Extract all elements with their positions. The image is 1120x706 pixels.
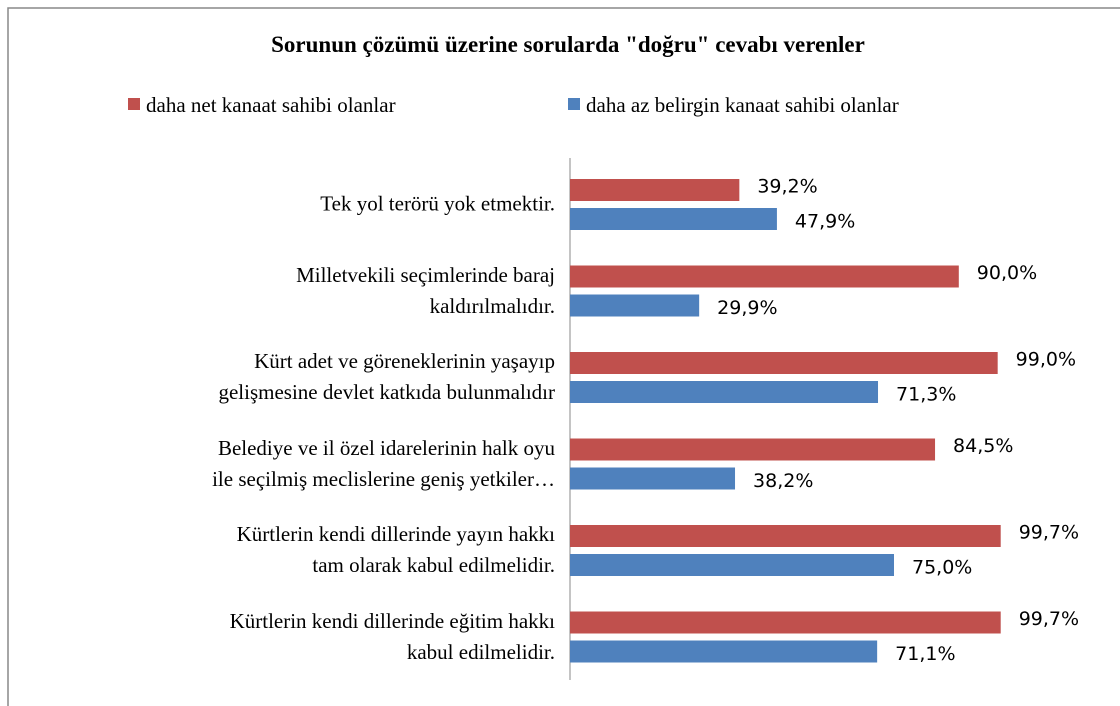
bar (570, 381, 879, 403)
bar (570, 352, 998, 374)
chart-frame (7, 7, 1120, 706)
value-label: 84,5% (953, 435, 1013, 457)
legend-label: daha net kanaat sahibi olanlar (146, 93, 396, 117)
value-label: 99,7% (1019, 608, 1079, 630)
legend-swatch (128, 98, 140, 110)
bar (570, 554, 894, 576)
value-label: 99,7% (1019, 522, 1079, 544)
value-label: 47,9% (795, 211, 855, 233)
bar (570, 467, 736, 490)
value-label: 39,2% (757, 176, 817, 198)
bar (570, 611, 1001, 634)
bar (570, 208, 777, 230)
bar (570, 640, 878, 663)
bar (570, 179, 740, 201)
chart-title: Sorunun çözümü üzerine sorularda "doğru"… (271, 32, 865, 57)
category-label: Kürtlerin kendi dillerinde yayın hakkı t… (236, 522, 555, 577)
legend-swatch (568, 98, 580, 110)
category-label: Kürt adet ve göreneklerinin yaşayıp geli… (218, 349, 555, 404)
category-label: Belediye ve il özel idarelerinin halk oy… (212, 435, 555, 491)
bar (570, 294, 700, 317)
bar (570, 265, 959, 288)
value-label: 99,0% (1016, 349, 1076, 371)
category-label: Kürtlerin kendi dillerinde eğitim hakkı … (229, 608, 555, 664)
category-label: Milletvekili seçimlerinde baraj kaldırıl… (296, 262, 555, 318)
value-label: 71,3% (896, 384, 956, 406)
value-label: 29,9% (717, 297, 777, 319)
bar (570, 438, 936, 461)
legend-label: daha az belirgin kanaat sahibi olanlar (586, 93, 899, 117)
bar (570, 525, 1001, 547)
value-label: 90,0% (977, 262, 1037, 284)
category-label: Tek yol terörü yok etmektir. (320, 191, 555, 216)
value-label: 71,1% (895, 643, 955, 665)
value-label: 38,2% (753, 470, 813, 492)
value-label: 75,0% (912, 557, 972, 579)
